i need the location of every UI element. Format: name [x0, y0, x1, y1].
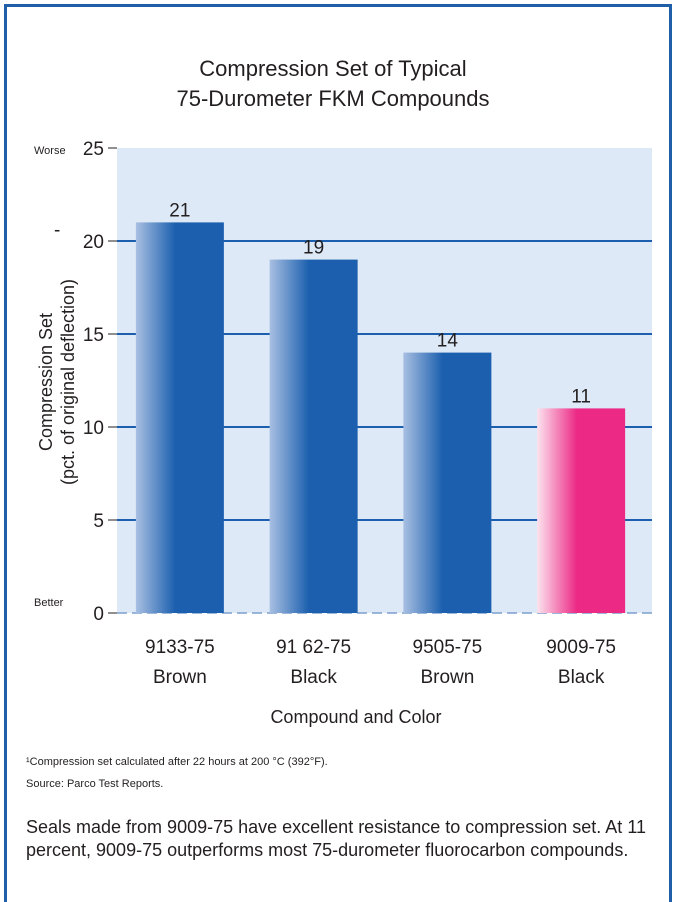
- data-label: 19: [303, 238, 324, 259]
- y-bottom-note: Better: [34, 597, 64, 609]
- category-label-color: Brown: [420, 667, 474, 688]
- chart-frame: [4, 4, 672, 902]
- y-tick-label: 5: [93, 511, 104, 532]
- bar-9505-75: [403, 352, 492, 613]
- category-label-code: 9009-75: [546, 637, 616, 658]
- chart-subtitle: 75-Durometer FKM Compounds: [176, 86, 489, 111]
- category-label-color: Brown: [153, 667, 207, 688]
- y-tick-label: 15: [83, 325, 104, 346]
- y-axis-title: Compression Set (pct. of original deflec…: [36, 279, 78, 485]
- bar-91 62-75: [269, 259, 358, 613]
- data-label: 11: [571, 386, 591, 407]
- compression-set-chart: Compression Set of Typical 75-Durometer …: [34, 56, 652, 727]
- bar-9133-75: [135, 222, 224, 613]
- category-label-code: 9505-75: [413, 637, 483, 658]
- category-label-color: Black: [558, 667, 605, 688]
- y-tick-label: 20: [83, 232, 104, 253]
- data-label: 21: [169, 200, 190, 221]
- y-top-note: Worse: [34, 145, 66, 157]
- footnote-source: Source: Parco Test Reports.: [26, 778, 164, 790]
- y-axis-title-line1: Compression Set: [36, 313, 56, 451]
- y-axis-title-line2: (pct. of original deflection): [58, 279, 78, 485]
- y-tick-label: 10: [83, 418, 104, 439]
- bar-9009-75: [537, 408, 626, 613]
- caption-text: Seals made from 9009-75 have excellent r…: [26, 817, 646, 860]
- category-label-code: 9133-75: [145, 637, 215, 658]
- y-tick-label: 0: [93, 604, 104, 625]
- x-axis-title: Compound and Color: [270, 707, 441, 727]
- category-label-code: 91 62-75: [276, 637, 351, 658]
- footnote-test-conditions: ¹Compression set calculated after 22 hou…: [26, 756, 328, 768]
- chart-title: Compression Set of Typical: [199, 56, 466, 81]
- y-tick-mark: -: [54, 220, 60, 241]
- data-label: 14: [437, 331, 459, 352]
- y-tick-label: 25: [83, 139, 104, 160]
- category-label-color: Black: [290, 667, 337, 688]
